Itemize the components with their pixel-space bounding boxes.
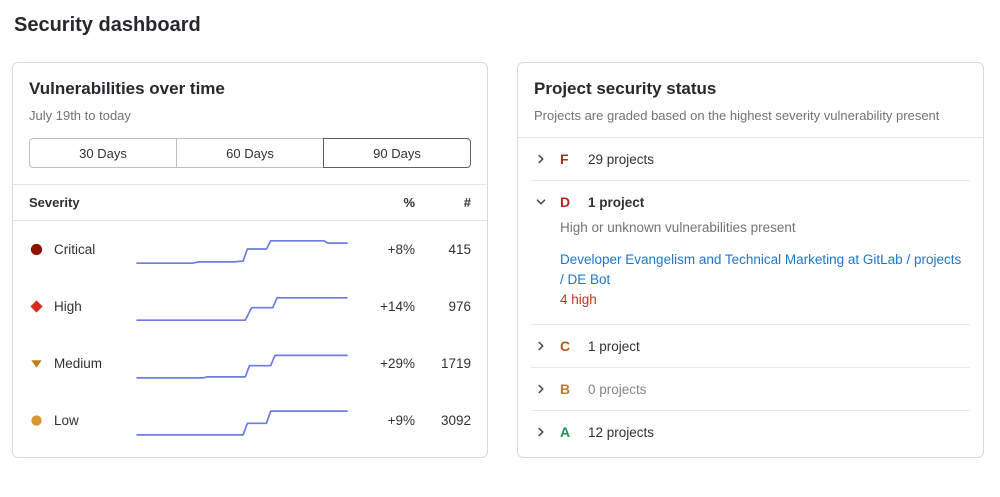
grade-row-c[interactable]: C 1 project: [534, 338, 967, 354]
grade-letter-b: B: [560, 381, 571, 397]
date-range-button-group: 30 Days 60 Days 90 Days: [29, 138, 471, 168]
grade-item-d: D 1 project High or unknown vulnerabilit…: [531, 181, 970, 325]
grade-row-d[interactable]: D 1 project: [534, 194, 967, 210]
vulnerability-count-badge: 4 high: [560, 292, 597, 307]
severity-row-high: High +14% 976: [13, 278, 487, 335]
severity-table-header: Severity % #: [13, 185, 487, 221]
severity-critical-icon: [29, 242, 44, 257]
severity-row-low: Low +9% 3092: [13, 392, 487, 449]
date-range-label: July 19th to today: [29, 108, 131, 123]
grade-row-f[interactable]: F 29 projects: [534, 151, 967, 167]
dashboard-panels: Vulnerabilities over time July 19th to t…: [12, 62, 988, 458]
grade-count: 0 projects: [588, 381, 647, 397]
vulnerabilities-panel-header: Vulnerabilities over time July 19th to t…: [13, 63, 487, 123]
severity-column-header: Severity: [29, 195, 80, 210]
severity-row-medium: Medium +29% 1719: [13, 335, 487, 392]
project-security-panel-subtitle: Projects are graded based on the highest…: [534, 108, 940, 123]
count-value: 976: [448, 299, 471, 314]
percent-value: +14%: [380, 299, 415, 314]
project-security-panel-title: Project security status: [534, 79, 717, 98]
percent-column-header: %: [403, 195, 415, 210]
severity-high-icon: [29, 299, 44, 314]
sparkline-chart: [136, 296, 348, 321]
page-title: Security dashboard: [14, 14, 201, 36]
grade-item-f: F 29 projects: [531, 138, 970, 181]
grade-row-a[interactable]: A 12 projects: [534, 424, 967, 440]
grade-item-c: C 1 project: [531, 325, 970, 368]
count-value: 3092: [440, 413, 471, 428]
chevron-down-icon[interactable]: [534, 195, 548, 209]
grade-count: 29 projects: [588, 151, 655, 167]
vulnerabilities-panel-title: Vulnerabilities over time: [29, 79, 225, 98]
severity-label: Critical: [54, 242, 96, 257]
range-button-90-days[interactable]: 90 Days: [323, 138, 471, 168]
grade-row-b[interactable]: B 0 projects: [534, 381, 967, 397]
vulnerabilities-panel: Vulnerabilities over time July 19th to t…: [12, 62, 488, 458]
count-value: 415: [448, 242, 471, 257]
grade-item-a: A 12 projects: [531, 411, 970, 453]
percent-value: +29%: [380, 356, 415, 371]
range-button-60-days[interactable]: 60 Days: [176, 138, 324, 168]
project-security-panel-header: Project security status Projects are gra…: [518, 63, 983, 138]
chevron-right-icon[interactable]: [534, 382, 548, 396]
severity-medium-icon: [29, 356, 44, 371]
chevron-right-icon[interactable]: [534, 425, 548, 439]
grade-count: 1 project: [588, 338, 640, 354]
grade-letter-f: F: [560, 151, 569, 167]
grade-count: 1 project: [588, 194, 645, 210]
percent-value: +8%: [387, 242, 415, 257]
grade-letter-c: C: [560, 338, 571, 354]
percent-value: +9%: [387, 413, 415, 428]
sparkline-chart: [136, 409, 348, 436]
range-button-30-days[interactable]: 30 Days: [29, 138, 177, 168]
grade-letter-d: D: [560, 194, 571, 210]
grade-count: 12 projects: [588, 424, 655, 440]
sparkline-chart: [136, 239, 348, 264]
grade-description: High or unknown vulnerabilities present: [560, 220, 796, 235]
severity-table: Severity % # Critical +8% 415: [13, 184, 487, 457]
severity-low-icon: [29, 413, 44, 428]
severity-label: High: [54, 299, 82, 314]
grade-accordion-list: F 29 projects D 1 project High or unknow…: [518, 138, 983, 457]
severity-label: Medium: [54, 356, 103, 371]
chevron-right-icon[interactable]: [534, 339, 548, 353]
grade-d-details: High or unknown vulnerabilities present …: [560, 220, 967, 311]
count-value: 1719: [440, 356, 471, 371]
project-link[interactable]: Developer Evangelism and Technical Marke…: [560, 252, 962, 287]
grade-item-b: B 0 projects: [531, 368, 970, 411]
sparkline-chart: [136, 354, 348, 379]
project-security-panel: Project security status Projects are gra…: [517, 62, 984, 458]
severity-row-critical: Critical +8% 415: [13, 221, 487, 278]
grade-letter-a: A: [560, 424, 571, 440]
severity-label: Low: [54, 413, 79, 428]
count-column-header: #: [463, 195, 471, 210]
chevron-right-icon[interactable]: [534, 152, 548, 166]
